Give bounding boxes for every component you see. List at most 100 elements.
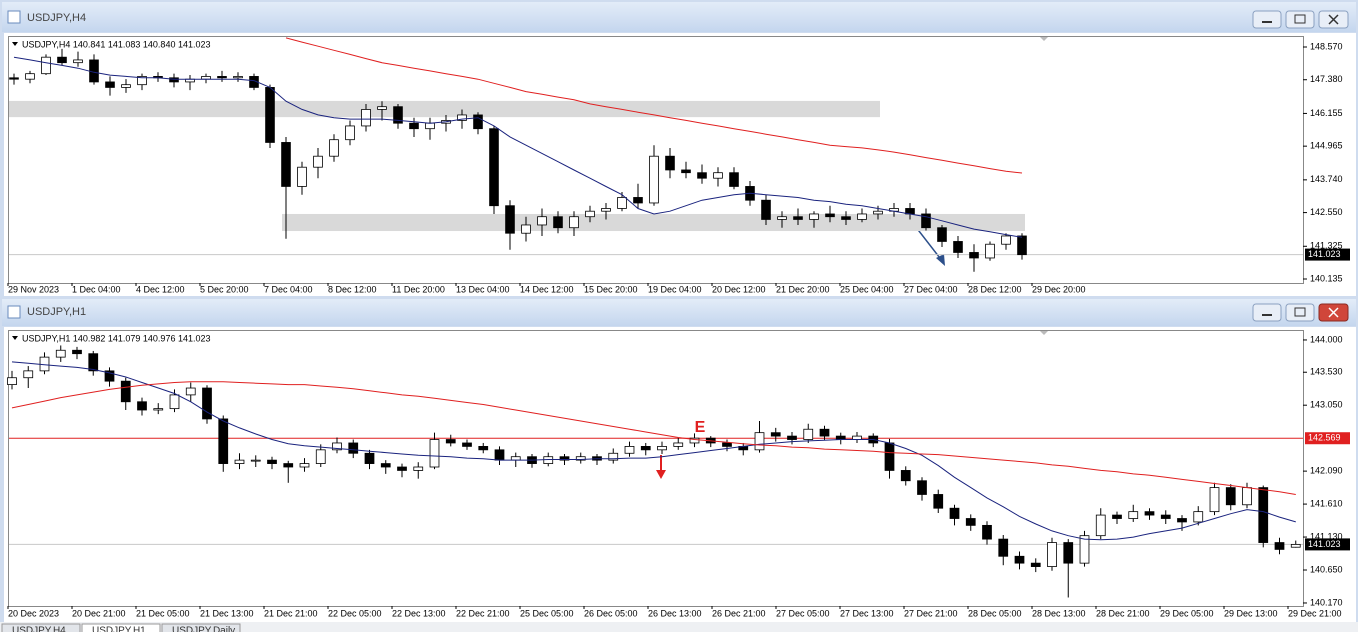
- y-tick-label: 141.610: [1310, 498, 1343, 508]
- window-buttons[interactable]: [1252, 303, 1349, 322]
- last-price-label: 141.023: [1308, 539, 1341, 549]
- candle-body: [1128, 511, 1139, 519]
- y-tick-label: 143.050: [1310, 400, 1343, 410]
- candle-body: [521, 224, 531, 234]
- candle-body: [250, 459, 261, 462]
- candle-body: [825, 213, 835, 218]
- candle-body: [1177, 518, 1187, 523]
- shift-marker: [1040, 37, 1048, 41]
- restore-button[interactable]: [1285, 303, 1315, 322]
- candle-body: [120, 380, 131, 403]
- candle-body: [315, 449, 326, 464]
- x-tick-label: 29 Dec 20:00: [1032, 284, 1086, 294]
- candle-body: [819, 428, 830, 437]
- title-bar: [2, 2, 1356, 32]
- candle-body: [803, 428, 814, 440]
- candle-body: [933, 494, 944, 509]
- candle-body: [543, 456, 554, 464]
- candle-body: [884, 442, 895, 471]
- candle-body: [809, 213, 819, 220]
- close-icon: [1328, 14, 1339, 25]
- candle-body: [105, 81, 115, 88]
- candle-body: [57, 56, 67, 64]
- y-tick-label: 142.550: [1310, 207, 1343, 217]
- candle-body: [185, 387, 196, 396]
- tab-label: USDJPY,H4: [12, 626, 66, 632]
- candle-body: [985, 243, 995, 259]
- candle-body: [137, 401, 147, 411]
- candle-body: [921, 213, 931, 229]
- last-price-label: 141.023: [1308, 249, 1341, 259]
- candle-body: [478, 446, 489, 451]
- minimize-button[interactable]: [1252, 303, 1282, 322]
- candle-body: [1079, 535, 1090, 564]
- candle-body: [697, 172, 707, 179]
- candle-body: [397, 466, 407, 471]
- candle-body: [88, 353, 99, 372]
- x-tick-label: 5 Dec 20:00: [200, 284, 249, 294]
- candle-body: [673, 442, 684, 447]
- last-price-box: [1305, 538, 1350, 551]
- last-price-box: [1305, 248, 1350, 261]
- candle-body: [473, 114, 483, 130]
- candle-body: [137, 76, 147, 86]
- candle-body: [89, 59, 99, 83]
- candle-body: [633, 197, 643, 204]
- window-title: USDJPY,H4: [27, 12, 86, 24]
- candle-body: [729, 172, 739, 187]
- x-tick-label: 27 Dec 21:00: [904, 608, 958, 618]
- candle-body: [787, 435, 797, 440]
- candle-body: [234, 459, 245, 464]
- candle-body: [982, 524, 992, 540]
- candle-body: [429, 439, 440, 468]
- candle-body: [55, 349, 66, 358]
- candle-body: [73, 59, 83, 64]
- window-icon: [7, 10, 21, 24]
- candle-body: [553, 216, 563, 229]
- window-buttons[interactable]: [1252, 10, 1349, 29]
- restore-button[interactable]: [1285, 10, 1315, 29]
- x-tick-label: 28 Dec 21:00: [1096, 608, 1150, 618]
- candle-body: [770, 432, 781, 437]
- x-tick-label: 20 Dec 2023: [8, 608, 59, 618]
- candle-body: [1017, 235, 1027, 256]
- x-tick-label: 7 Dec 04:00: [264, 284, 313, 294]
- y-tick-label: 147.380: [1310, 74, 1343, 84]
- y-tick-label: 144.965: [1310, 141, 1343, 151]
- x-tick-label: 27 Dec 13:00: [840, 608, 894, 618]
- x-tick-label: 29 Dec 05:00: [1160, 608, 1214, 618]
- candle-body: [218, 418, 229, 464]
- candle-body: [900, 470, 911, 482]
- restore-icon: [1294, 14, 1306, 24]
- candle-body: [332, 442, 342, 451]
- x-tick-label: 26 Dec 05:00: [584, 608, 638, 618]
- candle-body: [267, 459, 277, 464]
- header-arrow: [12, 42, 18, 46]
- x-tick-label: 27 Dec 04:00: [904, 284, 958, 294]
- candle-body: [1001, 235, 1011, 245]
- candle-body: [1242, 487, 1252, 506]
- candle-body: [1209, 487, 1220, 513]
- moving-average: [285, 37, 1023, 174]
- shift-marker: [1040, 331, 1048, 335]
- x-tick-label: 25 Dec 05:00: [520, 608, 574, 618]
- candle-body: [965, 518, 976, 526]
- x-tick-label: 22 Dec 05:00: [328, 608, 382, 618]
- x-tick-label: 20 Dec 12:00: [712, 284, 766, 294]
- moving-average: [11, 381, 1296, 495]
- candle-body: [217, 76, 227, 79]
- x-tick-label: 21 Dec 21:00: [264, 608, 318, 618]
- candle-body: [1258, 487, 1269, 543]
- y-tick-label: 146.155: [1310, 108, 1343, 118]
- candle-body: [348, 442, 359, 454]
- x-tick-label: 21 Dec 05:00: [136, 608, 190, 618]
- candle-body: [9, 77, 19, 80]
- chart-header: USDJPY,H4 140.841 141.083 140.840 141.02…: [22, 39, 211, 49]
- minimize-button[interactable]: [1252, 10, 1282, 29]
- sell-arrow-head: [656, 470, 666, 479]
- candle-body: [1047, 542, 1057, 567]
- x-tick-label: 4 Dec 12:00: [136, 284, 185, 294]
- y-tick-label: 142.090: [1310, 465, 1343, 475]
- candle-body: [462, 442, 472, 447]
- candle-body: [681, 169, 691, 174]
